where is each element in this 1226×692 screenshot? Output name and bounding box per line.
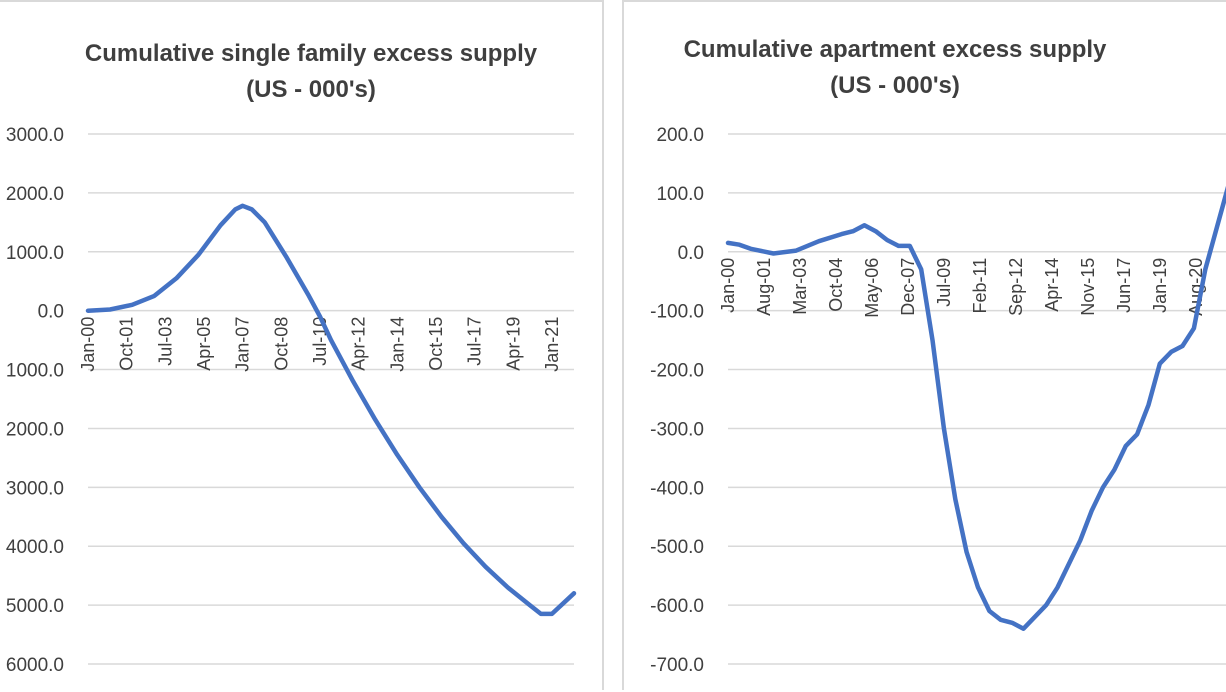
single-family-plot: 3000.0 2000.0 1000.0 0.0 1000.0 2000.0 3000.0 4… [6, 125, 577, 676]
x-tick-label: Oct-08 [271, 317, 291, 371]
x-tick-label: Jan-00 [78, 317, 98, 372]
series-line [85, 203, 577, 617]
x-tick-label: Feb-11 [970, 258, 990, 314]
y-tick-label: 200.0 [656, 125, 704, 146]
x-tick-label: Aug-01 [754, 258, 774, 316]
y-tick-label: 1000.0 [6, 243, 64, 264]
y-tick-label: 4000.0 [6, 537, 64, 558]
x-tick-label: Jan-14 [387, 317, 407, 372]
x-tick-label: Jul-03 [155, 317, 175, 366]
y-tick-label: -200.0 [650, 361, 704, 382]
y-tick-label: -300.0 [650, 419, 704, 440]
x-tick-label: Jan-07 [233, 317, 253, 372]
chart-title-line-2: (US - 000's) [246, 76, 376, 103]
apartment-chart-panel: Cumulative apartment excess supply (US -… [622, 0, 1226, 690]
chart-title: Cumulative single family excess supply (… [20, 36, 602, 108]
y-tick-label: -100.0 [650, 302, 704, 323]
x-tick-label: Dec-07 [898, 258, 918, 316]
y-tick-label: -600.0 [650, 596, 704, 617]
y-tick-label: 5000.0 [6, 596, 64, 617]
single-family-chart-panel: Cumulative single family excess supply (… [0, 0, 604, 690]
x-tick-label: Sep-12 [1006, 258, 1026, 316]
x-tick-label: Jul-09 [934, 258, 954, 307]
x-tick-label: Jan-19 [1150, 258, 1170, 313]
x-tick-label: Oct-04 [826, 258, 846, 312]
y-tick-label: -500.0 [650, 537, 704, 558]
series-line [725, 185, 1226, 631]
y-tick-label: 6000.0 [6, 655, 64, 676]
x-tick-label: May-06 [862, 258, 882, 318]
y-tick-label: 3000.0 [6, 125, 64, 146]
x-tick-label: Oct-01 [117, 317, 137, 371]
y-tick-label: 2000.0 [6, 419, 64, 440]
y-tick-label: 1000.0 [6, 361, 64, 382]
x-tick-label: Nov-15 [1078, 258, 1098, 316]
x-tick-label: Jul-10 [310, 317, 330, 366]
apartment-plot: 200.0 100.0 0.0 -100.0 -200.0 -300.0 -400.0 -50… [650, 125, 1226, 676]
x-tick-label: Apr-12 [349, 317, 369, 371]
x-tick-label: Mar-03 [790, 258, 810, 315]
y-tick-label: -400.0 [650, 478, 704, 499]
y-tick-label: -700.0 [650, 655, 704, 676]
x-tick-label: Jun-17 [1114, 258, 1134, 313]
x-tick-label: Apr-05 [194, 317, 214, 371]
chart-title-line-2: (US - 000's) [830, 72, 960, 99]
chart-title-line-1: Cumulative apartment excess supply [683, 36, 1107, 63]
x-tick-label: Apr-19 [503, 317, 523, 371]
chart-title: Cumulative apartment excess supply (US -… [624, 32, 1166, 104]
x-tick-label: Apr-14 [1042, 258, 1062, 312]
y-tick-label: 3000.0 [6, 478, 64, 499]
x-tick-label: Jul-17 [465, 317, 485, 366]
chart-title-line-1: Cumulative single family excess supply [84, 40, 538, 67]
x-tick-label: Oct-15 [426, 317, 446, 371]
y-tick-label: 100.0 [656, 184, 704, 205]
y-tick-label: 0.0 [38, 302, 64, 323]
y-tick-label: 0.0 [678, 243, 704, 264]
x-tick-label: Jan-21 [542, 317, 562, 372]
x-tick-label: Jan-00 [718, 258, 738, 313]
y-tick-label: 2000.0 [6, 184, 64, 205]
